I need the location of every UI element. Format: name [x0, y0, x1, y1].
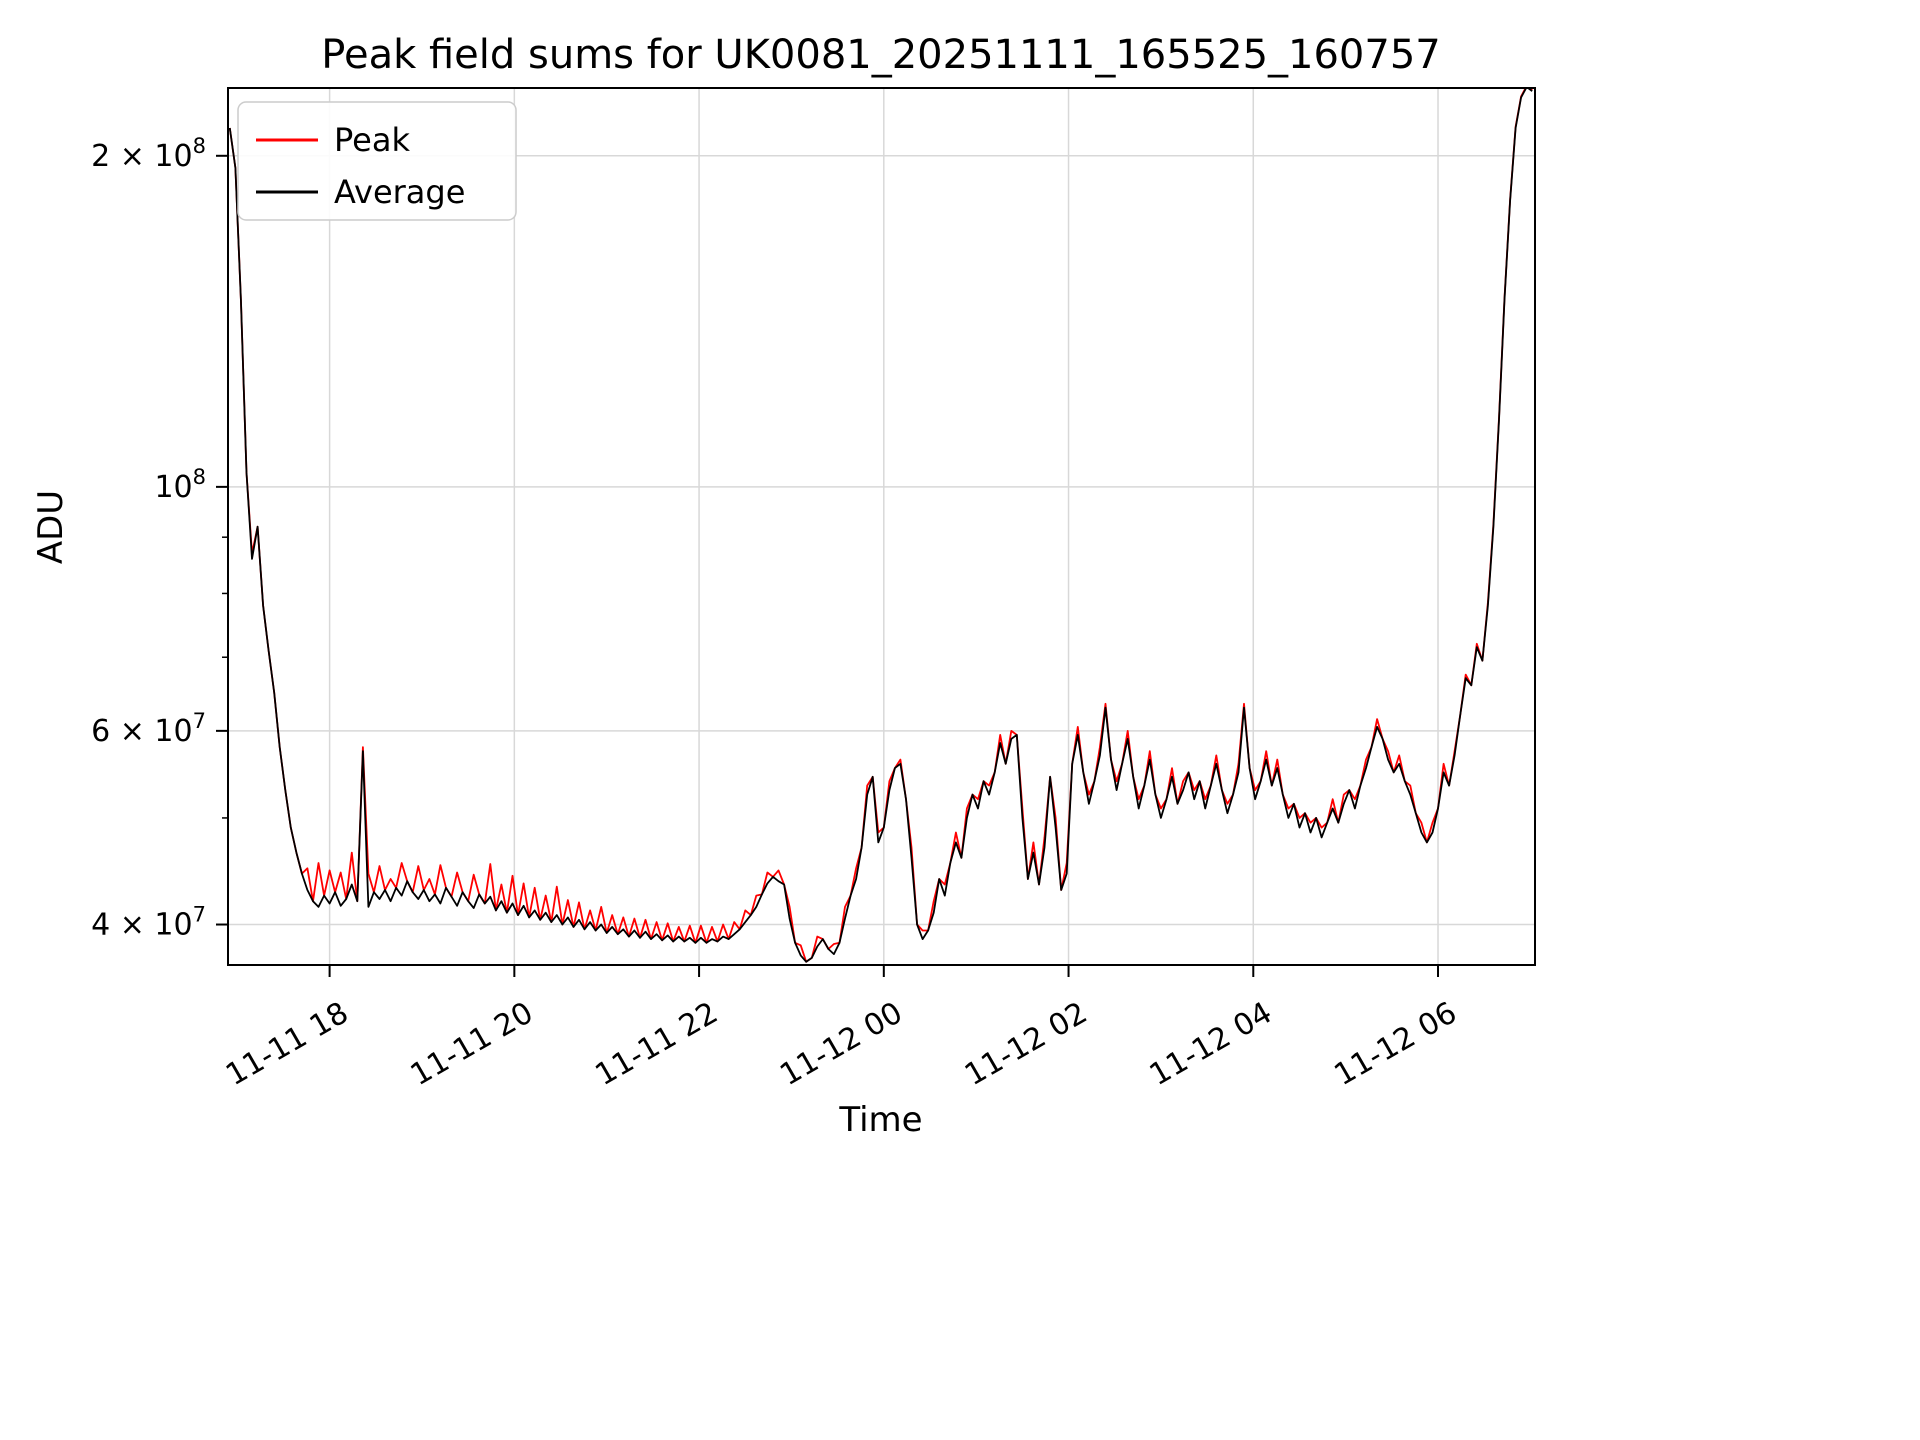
legend-label-average: Average — [334, 173, 465, 211]
legend-label-peak: Peak — [334, 121, 410, 159]
y-tick-label: 2 × 108 — [91, 134, 206, 174]
series-layer — [228, 88, 1533, 963]
y-axis-label: ADU — [31, 490, 71, 564]
tick-layer — [216, 154, 1440, 977]
x-axis-label: Time — [838, 1100, 922, 1140]
legend: Peak Average — [237, 101, 517, 221]
grid-layer — [228, 88, 1535, 965]
x-tick-label: 11-12 02 — [959, 995, 1093, 1093]
y-tick-label: 108 — [154, 465, 206, 505]
x-tick-label: 11-12 00 — [774, 995, 908, 1093]
average-line — [228, 88, 1533, 963]
y-tick-label: 4 × 107 — [91, 903, 206, 943]
x-tick-label: 11-12 04 — [1144, 995, 1278, 1093]
y-tick-label: 6 × 107 — [91, 709, 206, 749]
x-tick-label: 11-11 20 — [405, 995, 539, 1093]
x-tick-label: 11-11 22 — [590, 995, 724, 1093]
tick-label-layer: 11-11 18 11-11 20 11-11 22 11-12 00 11-12 02… — [91, 134, 1463, 1093]
plot-border — [227, 87, 1536, 966]
x-tick-label: 11-12 06 — [1328, 995, 1462, 1093]
x-tick-label: 11-11 18 — [220, 995, 354, 1093]
chart-title: Peak field sums for UK0081_20251111_1655… — [321, 32, 1440, 78]
